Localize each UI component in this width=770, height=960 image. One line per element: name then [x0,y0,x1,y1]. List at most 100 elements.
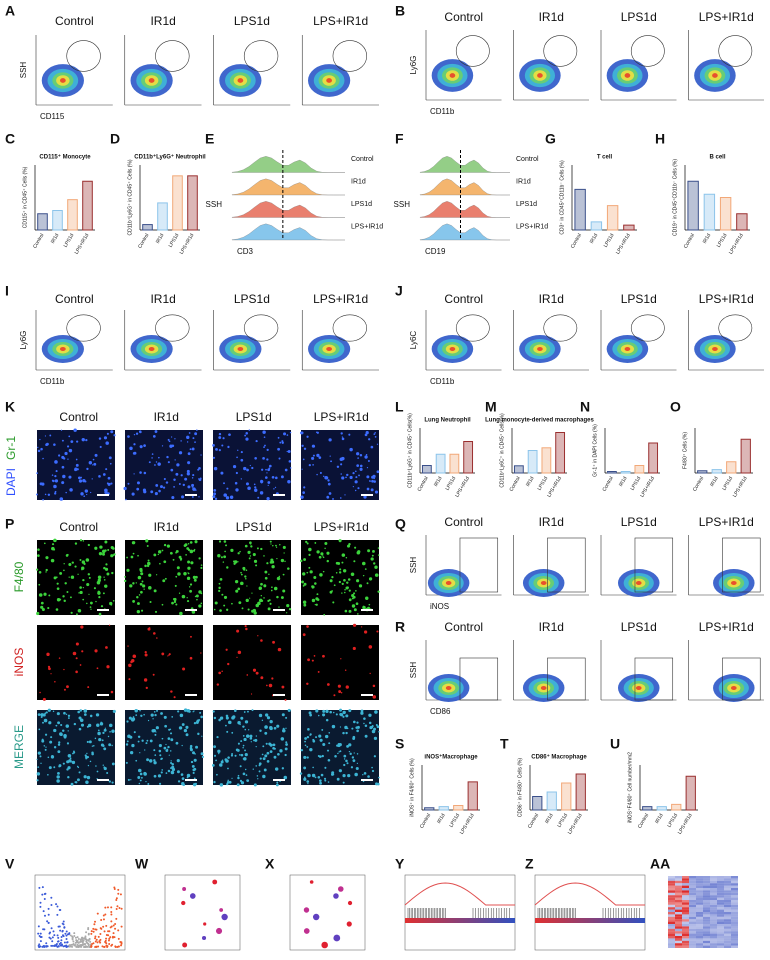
cell [148,573,152,577]
y-axis-label: Ly6C [409,331,418,350]
cell [55,608,59,611]
heat-cell [724,926,731,929]
heat-cell [689,880,696,884]
gate [718,35,753,67]
cell [270,543,272,545]
cell [376,725,380,729]
gate [634,657,674,701]
cell [324,547,326,550]
cell [86,752,88,755]
cell [49,434,52,437]
cell [92,464,94,466]
cell [316,550,320,554]
micrograph [213,625,291,700]
cell [79,590,83,595]
cell [244,544,248,548]
cell [60,429,63,431]
volcano-point [56,905,59,908]
heat-cell [710,931,717,934]
cell [62,457,66,460]
density-blob [326,347,332,351]
cell [237,774,240,777]
heat-cell [710,878,717,881]
cell [261,468,264,471]
cell [144,749,146,751]
cell [257,778,259,780]
x-axis-label: iNOS [430,602,449,611]
cell [336,465,340,468]
cell [374,436,377,438]
heat-cell [682,885,689,888]
cell [281,441,284,444]
y-axis-label: CD11b⁺Ly6G⁺ in CD45⁺ Cells(%) [407,413,413,488]
cell [343,578,346,582]
cell [272,746,275,750]
cell [181,782,185,786]
cell [170,770,175,775]
panel-letter: Z [525,856,534,872]
cell [194,489,197,491]
cell [363,717,366,720]
cell [371,479,374,483]
volcano-point [68,945,71,948]
heat-cell [731,890,738,893]
cell [338,539,342,543]
y-axis-label: CD19⁺ in CD45⁺CD11b⁻ Cells (%) [672,159,678,236]
cell [357,613,359,615]
cell [165,749,169,752]
cell [109,601,113,606]
cell [272,640,275,644]
cell [274,767,279,771]
cell [110,482,113,485]
x-tick-label: LPS1d [666,812,679,828]
cell [199,711,202,714]
cell [225,716,229,720]
cell [216,735,219,739]
cell [306,542,309,545]
cell [200,652,202,654]
cell [212,710,215,713]
gate [155,314,190,342]
cell [200,752,204,756]
cell [186,597,188,599]
heat-cell [717,904,724,908]
cell [198,467,201,470]
cell [328,732,331,734]
heat-cell [689,928,696,932]
cell [66,742,70,745]
cell [214,601,218,605]
heat-cell [703,878,710,881]
heat-cell [689,909,696,912]
panel-letter: Y [395,856,405,872]
cell [188,432,191,434]
cell [355,590,357,592]
cell [64,451,68,456]
cell [139,709,141,712]
cell [88,740,92,744]
cell [302,458,305,461]
cell [245,432,249,435]
heat-cell [682,933,689,936]
cell [372,549,375,553]
heat-cell [675,940,682,944]
cell [255,735,258,737]
cell [227,756,230,759]
cell [374,565,378,569]
volcano-point [73,934,76,937]
cell [95,713,100,717]
cell [239,765,242,768]
cell [263,597,265,599]
cell [332,601,335,604]
heat-cell [731,883,738,886]
cell [186,773,191,778]
cell [175,603,178,606]
heat-cell [682,890,689,893]
gate [332,40,368,72]
cell [374,490,379,494]
cell [339,708,343,712]
volcano-point [50,927,53,930]
cell [322,743,326,747]
heat-cell [724,931,731,934]
heat-cell [675,916,682,920]
group-header: IR1d [539,515,564,529]
